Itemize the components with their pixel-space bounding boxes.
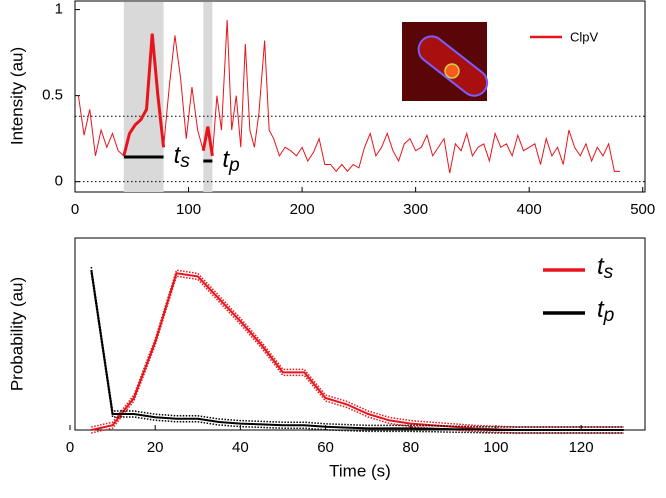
x-tick-label: 400 [517, 201, 542, 218]
inset-image [402, 22, 489, 101]
x-tick-label: 500 [630, 201, 655, 218]
error-band [91, 275, 624, 434]
x-tick-label: 0 [71, 201, 79, 218]
y-axis-label: Intensity (au) [7, 47, 26, 145]
x-axis-label: Time (s) [329, 461, 391, 480]
y-axis-label: Probability (au) [7, 277, 26, 391]
error-band [91, 269, 624, 428]
x-tick-label: 60 [317, 439, 334, 456]
y-tick-label: 0 [55, 173, 63, 190]
legend-label: tp [597, 296, 615, 326]
error-band [90, 272, 624, 434]
legend-label: ts [597, 253, 614, 283]
bottom-frame [74, 237, 646, 431]
y-tick-label: 1 [55, 1, 63, 18]
x-tick-label: 100 [176, 201, 201, 218]
x-tick-label: 300 [403, 201, 428, 218]
x-tick-label: 80 [402, 439, 419, 456]
data-line [77, 19, 621, 174]
annotation: ts [174, 142, 191, 172]
annotation: tp [222, 146, 240, 176]
x-tick-label: 40 [232, 439, 249, 456]
error-band [90, 266, 624, 428]
highlight-line [122, 33, 166, 157]
x-tick-label: 0 [66, 439, 74, 456]
y-tick-label: 0.5 [42, 87, 63, 104]
x-tick-label: 20 [147, 439, 164, 456]
x-tick-label: 120 [569, 439, 594, 456]
shaded-region [203, 2, 213, 192]
x-tick-label: 200 [290, 201, 315, 218]
x-tick-label: 100 [483, 439, 508, 456]
top-frame [74, 0, 646, 193]
highlight-line [201, 126, 214, 157]
data-line [90, 269, 624, 431]
legend-label: ClpV [570, 29, 599, 44]
